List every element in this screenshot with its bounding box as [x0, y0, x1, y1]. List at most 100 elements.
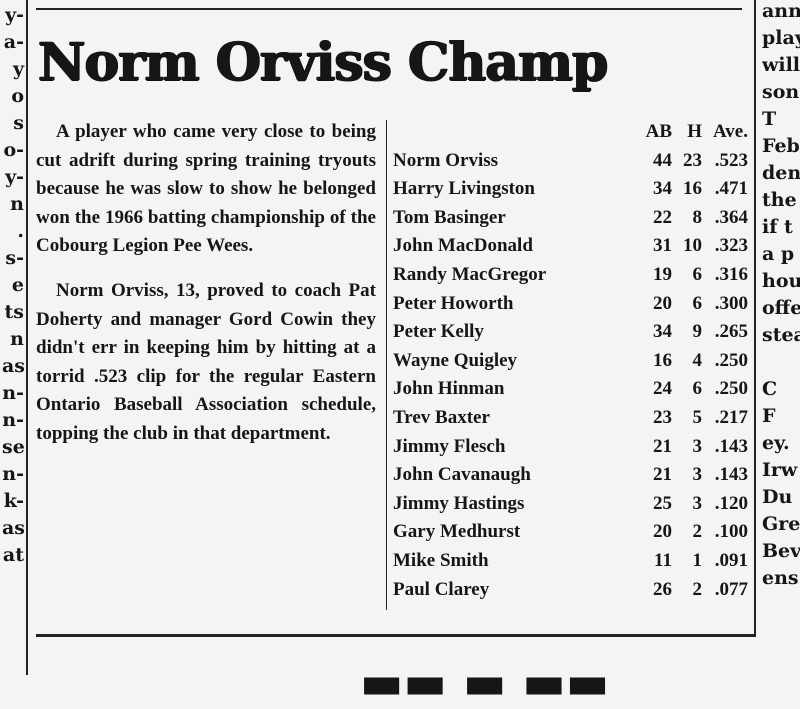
column-fragment: se	[2, 436, 25, 458]
at-bats: 24	[653, 378, 672, 400]
column-fragment: s	[13, 112, 24, 134]
hits: 3	[692, 435, 703, 457]
column-fragment: den	[762, 162, 800, 184]
column-fragment: Irw	[762, 459, 798, 481]
player-name: Harry Livingston	[393, 178, 535, 200]
player-name: Jimmy Hastings	[393, 492, 525, 514]
player-name: Tom Basinger	[393, 206, 506, 228]
column-fragment: ann	[762, 0, 800, 22]
player-name: Norm Orviss	[393, 149, 499, 171]
column-fragment: y	[12, 58, 24, 80]
column-fragment: play	[762, 27, 800, 49]
at-bats: 16	[653, 349, 672, 371]
average: .100	[714, 521, 748, 543]
hits: 10	[683, 235, 702, 257]
at-bats: 21	[653, 435, 672, 457]
average: .077	[714, 578, 748, 600]
column-fragment: k-	[3, 490, 24, 512]
player-name: Wayne Quigley	[393, 349, 518, 371]
column-fragment: the	[762, 189, 797, 211]
player-name: Peter Kelly	[393, 321, 484, 343]
column-fragment: n	[10, 328, 24, 350]
at-bats: 21	[653, 464, 672, 486]
column-fragment: o	[11, 85, 24, 107]
table-row: Peter Kelly 34 9 .265	[393, 318, 748, 347]
hits: 5	[692, 406, 703, 428]
adjacent-column-left: y-a-y o s o-y-n. s-e ts n as n-n-se n-k-as at	[2, 2, 25, 569]
average: .323	[714, 235, 748, 257]
column-fragment: son.	[762, 81, 800, 103]
at-bats: 23	[653, 406, 672, 428]
column-fragment: e	[11, 274, 24, 296]
hits: 2	[692, 578, 703, 600]
column-fragment: Gre	[762, 513, 800, 535]
headline: Norm Orviss Champ	[38, 32, 608, 93]
hits: 3	[692, 492, 703, 514]
player-name: Mike Smith	[393, 549, 489, 571]
at-bats: 22	[653, 206, 672, 228]
table-row: Jimmy Hastings 25 3 .120	[393, 490, 748, 519]
column-fragment: ens	[762, 567, 799, 589]
at-bats: 11	[654, 549, 672, 571]
hits: 6	[692, 292, 703, 314]
table-row: Norm Orviss 44 23 .523	[393, 147, 748, 176]
column-fragment: ey.	[762, 432, 790, 454]
average: .120	[714, 492, 748, 514]
column-fragment: Feb	[762, 135, 800, 157]
table-row: Paul Clarey 26 2 .077	[393, 576, 748, 605]
hits: 9	[692, 321, 703, 343]
batting-stats-table: AB H Ave. Norm Orviss 44 23.523 Harry Livin…	[393, 118, 748, 604]
hits: 16	[683, 178, 702, 200]
column-fragment: a-	[3, 31, 24, 53]
hits: 1	[692, 549, 703, 571]
column-fragment: n-	[2, 382, 24, 404]
table-row: Trev Baxter 23 5 .217	[393, 404, 748, 433]
column-fragment: o-	[3, 139, 24, 161]
average: .250	[714, 378, 748, 400]
table-row: John Hinman 24 6 .250	[393, 375, 748, 404]
article-paragraph: Norm Orviss, 13, proved to coach Pat Doh…	[36, 279, 376, 444]
table-row: Mike Smith 11 1.091	[393, 547, 748, 576]
article-paragraph: A player who came very close to being cu…	[36, 121, 376, 257]
column-fragment: at	[2, 544, 24, 566]
header-h: H	[687, 121, 702, 142]
column-rule-middle	[386, 120, 387, 610]
average: .364	[714, 206, 748, 228]
table-row: John MacDonald 31 10 .323	[393, 232, 748, 261]
hits: 6	[692, 263, 703, 285]
hits: 2	[692, 521, 703, 543]
player-name: John Hinman	[393, 378, 505, 400]
average: .523	[714, 149, 748, 171]
table-row: Gary Medhurst 20 2 .100	[393, 518, 748, 547]
column-rule-right	[754, 0, 756, 635]
average: .091	[714, 549, 748, 571]
average: .265	[714, 321, 748, 343]
column-fragment: C	[762, 378, 778, 400]
column-fragment: Bev	[762, 540, 800, 562]
table-row: Jimmy Flesch 21 3 .143	[393, 433, 748, 462]
table-row: John Cavanaugh 21 3 .143	[393, 461, 748, 490]
column-fragment: offe	[762, 297, 800, 319]
header-ab: AB	[645, 121, 672, 142]
average: .250	[714, 349, 748, 371]
player-name: Gary Medhurst	[393, 521, 521, 543]
hits: 3	[692, 464, 703, 486]
column-fragment: Du	[762, 486, 793, 508]
table-row: Harry Livingston 34 16 .471	[393, 175, 748, 204]
player-name: John Cavanaugh	[393, 464, 531, 486]
table-row: Randy MacGregor 19 6 .316	[393, 261, 748, 290]
column-fragment: hou	[762, 270, 800, 292]
column-fragment: will	[762, 54, 800, 76]
column-fragment: y-	[5, 166, 24, 188]
player-name: Randy MacGregor	[393, 263, 547, 285]
column-fragment: T	[762, 108, 777, 130]
average: .316	[714, 263, 748, 285]
at-bats: 26	[653, 578, 672, 600]
column-fragment: stea	[762, 324, 800, 346]
at-bats: 19	[653, 263, 672, 285]
player-name: Paul Clarey	[393, 578, 490, 600]
player-name: John MacDonald	[393, 235, 533, 257]
column-fragment: n-	[2, 409, 24, 431]
next-headline-cutoff: ▬▬ ▬ ▬▬	[360, 655, 610, 709]
at-bats: 31	[653, 235, 672, 257]
